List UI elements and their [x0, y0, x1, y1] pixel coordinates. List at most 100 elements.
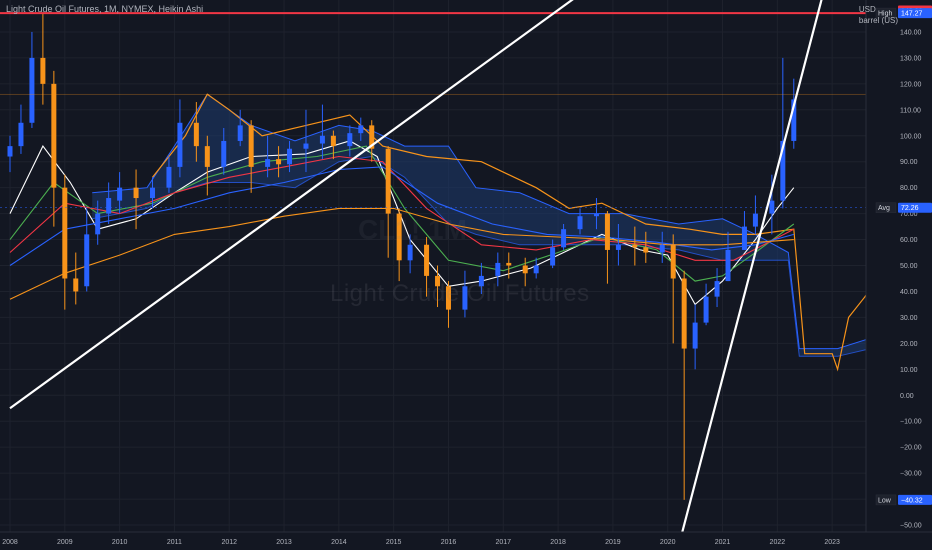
price-tick-label: −10.00 [900, 419, 922, 426]
candle-body [791, 99, 797, 141]
candle-body [84, 234, 90, 287]
candle-body [780, 140, 786, 201]
candle-body [396, 213, 402, 261]
candle-body [303, 143, 309, 149]
candle-body [495, 262, 501, 276]
symbol-watermark: CL1! 1M [358, 214, 467, 245]
badge-value-box [898, 494, 932, 505]
candle-body [424, 244, 430, 276]
moving-average-line [9, 207, 794, 300]
price-axis[interactable]: 140.00 130.00 120.00 110.00 100.00 90.00 80.00… [865, 0, 932, 550]
trend-lines[interactable] [0, 0, 866, 547]
candle-body [29, 57, 35, 123]
chart-title[interactable]: Light Crude Oil Futures, 1M, NYMEX, Heik… [6, 4, 204, 14]
price-tick-label: 130.00 [900, 55, 922, 62]
candle-body [703, 296, 709, 323]
time-axis-bg [0, 532, 932, 550]
candle-body [133, 187, 139, 199]
candle-body [643, 247, 649, 253]
cloud-lower-line [92, 155, 871, 357]
candle-body [166, 166, 172, 188]
time-tick-label: 2014 [331, 539, 347, 546]
price-tick-label: −50.00 [900, 523, 922, 530]
candle-body [752, 213, 758, 227]
candle-body [577, 216, 583, 230]
price-tick-label: 10.00 [900, 367, 918, 374]
candle-body [62, 187, 68, 279]
time-tick-label: 2019 [605, 539, 621, 546]
candle-body [741, 226, 747, 250]
candle-body [73, 278, 79, 292]
moving-average-line [9, 155, 795, 261]
candle-body [632, 244, 638, 248]
badge-value-text: 72.26 [901, 205, 919, 212]
band-line [152, 93, 877, 372]
time-tick-label: 2017 [496, 539, 512, 546]
candle-body [204, 146, 210, 167]
time-tick-label: 2011 [167, 539, 182, 546]
candle-body [358, 125, 364, 134]
candle-body [40, 57, 46, 84]
price-tick-label: −30.00 [900, 471, 922, 478]
badge-value-text: 147.27 [901, 11, 923, 18]
instrument-watermark: Light Crude Oil Futures [330, 280, 590, 307]
badge-value-box [898, 8, 932, 19]
badge-label-text: High [878, 11, 893, 18]
currency-label: USD [858, 5, 876, 14]
candle-body [287, 148, 293, 165]
candle-body [659, 244, 665, 253]
time-tick-label: 2012 [221, 539, 237, 546]
candle-body [478, 275, 484, 287]
trend-line [677, 0, 823, 547]
grid [0, 0, 866, 532]
candle-body [385, 148, 391, 214]
candle-body [714, 281, 720, 297]
candle-body [550, 247, 556, 266]
candle-body [276, 159, 282, 165]
badge-label-box [875, 494, 897, 506]
candle-body [681, 278, 687, 349]
badge-label-text: Avg [878, 205, 890, 212]
candle-body [106, 198, 112, 214]
candle-body [319, 135, 325, 144]
price-tick-label: 70.00 [900, 211, 918, 218]
candle-body [95, 213, 101, 235]
candle-body [18, 122, 24, 147]
candle-body [51, 83, 57, 188]
candle-body [177, 122, 183, 167]
moving-average-line [9, 166, 794, 266]
time-tick-label: 2009 [57, 539, 73, 546]
candle-body [117, 187, 123, 201]
candle-body [248, 125, 254, 167]
candle-body [604, 213, 610, 250]
price-tick-label: 20.00 [900, 341, 918, 348]
candle-body [692, 322, 698, 349]
candle-body [150, 187, 156, 199]
price-tick-label: 100.00 [900, 133, 922, 140]
price-tick-label: −20.00 [900, 445, 922, 452]
time-axis[interactable]: 2008 2009 2010 2011 2012 2013 2014 2015 2016 2017… [0, 531, 932, 550]
price-tick-label: 80.00 [900, 185, 918, 192]
candle-body [462, 286, 468, 310]
moving-averages [9, 140, 795, 306]
time-tick-label: 2015 [386, 539, 402, 546]
price-tick-label: 110.00 [900, 107, 921, 114]
candle-body [347, 133, 353, 147]
badge-label-box [875, 7, 897, 19]
price-tick-label: 0.00 [900, 393, 914, 400]
price-axis-bg [866, 0, 932, 550]
unit-label: USD barrel (US) [859, 4, 898, 26]
price-tick-label: 60.00 [900, 237, 918, 244]
trend-line [9, 0, 574, 410]
candle-body [237, 125, 243, 141]
time-tick-label: 2021 [715, 539, 731, 546]
time-tick-label: 2016 [441, 539, 457, 546]
candle-body [193, 122, 199, 147]
candle-body [561, 229, 567, 248]
candle-body [615, 244, 621, 250]
candle-body [221, 140, 227, 167]
price-tick-label: 140.00 [900, 29, 922, 36]
price-tick-label: 50.00 [900, 263, 918, 270]
candle-body [7, 146, 13, 157]
